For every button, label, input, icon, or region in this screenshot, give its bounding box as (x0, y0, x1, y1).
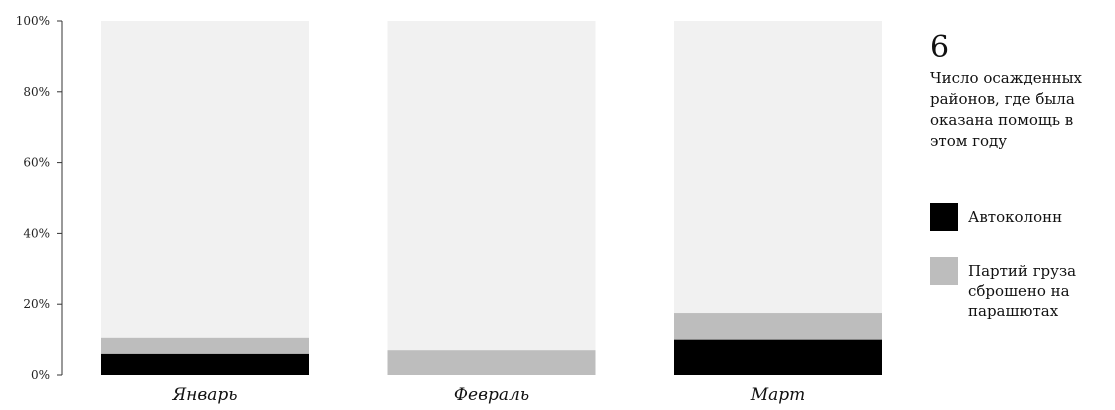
besieged-areas-count: 6 (930, 30, 950, 65)
x-category-label: Март (750, 385, 806, 405)
legend-label-convoys: Автоколонн (968, 208, 1063, 226)
bar-segment-convoys (674, 339, 882, 375)
legend-item-airdrops: Партий груза сброшено на парашютах (930, 257, 1108, 321)
side-panel: 6 Число осажденных районов, где была ока… (930, 30, 1110, 320)
y-tick-label: 60% (23, 156, 50, 170)
bar-background (101, 21, 309, 375)
legend-label-airdrops: Партий груза сброшено на парашютах (968, 262, 1077, 320)
besieged-areas-description: Число осажденных районов, где была оказа… (930, 69, 1082, 150)
bar-segment-convoys (101, 353, 309, 375)
legend-swatch-convoys (930, 203, 958, 231)
bar-segment-airdrops (101, 337, 309, 354)
x-category-label: Февраль (454, 385, 529, 405)
legend-swatch-airdrops (930, 257, 958, 285)
y-tick-label: 0% (31, 368, 50, 382)
x-category-label: Январь (171, 385, 237, 405)
y-tick-label: 20% (23, 297, 50, 311)
bar-background (387, 21, 596, 375)
stacked-bar-chart: 0% 20% 40% 60% 80% 100% Январь Февраль Март (16, 14, 882, 405)
y-tick-label: 40% (23, 226, 50, 240)
y-tick-label: 100% (16, 14, 50, 28)
y-tick-label: 80% (23, 85, 50, 99)
bar-segment-airdrops (674, 313, 882, 340)
bar-segment-airdrops (387, 350, 596, 375)
legend-item-convoys: Автоколонн (930, 203, 1108, 231)
